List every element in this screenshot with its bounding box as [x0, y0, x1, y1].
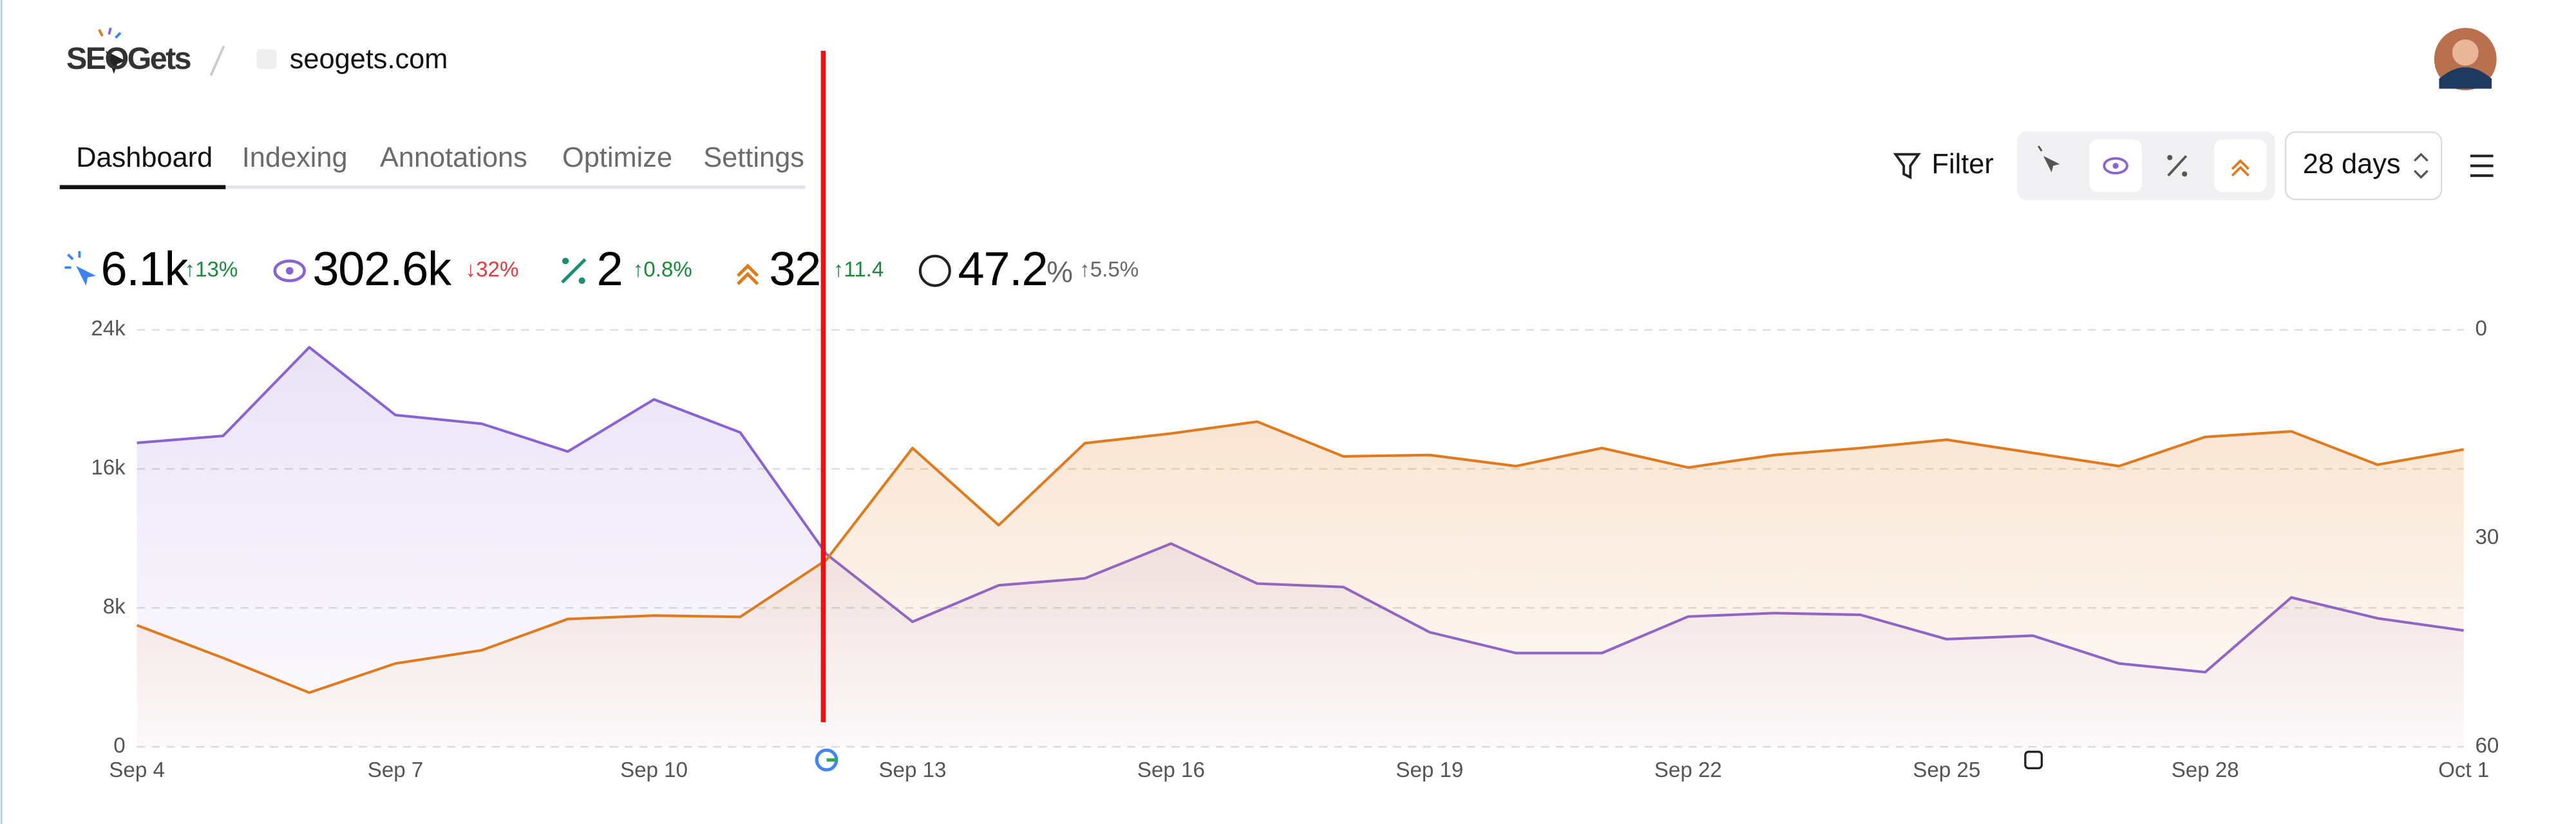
y2-tick-label: 30: [2476, 525, 2499, 549]
metric-ctr-change: ↑0.8%: [633, 258, 692, 281]
metric-clicks-icon: [64, 251, 96, 286]
y-tick-label: 24k: [91, 317, 126, 341]
range-select[interactable]: [2284, 131, 2443, 201]
metric-impressions: 302.6k: [312, 242, 452, 295]
menu-icon[interactable]: [2470, 154, 2494, 177]
metric-impressions-change: ↓32%: [466, 258, 519, 281]
tab[interactable]: Optimize: [562, 142, 672, 173]
metric-toggle-group: [2017, 131, 2275, 201]
filter-icon: [1893, 153, 1921, 180]
eye-pupil: [2112, 162, 2119, 169]
logo[interactable]: SEOGets: [66, 41, 192, 76]
metric-position: 32: [769, 242, 820, 295]
logo-mark: [98, 27, 126, 74]
toggle-clicks[interactable]: [2037, 145, 2060, 173]
metric-clicks: 6.1k: [100, 242, 189, 295]
y-tick-label: 8k: [103, 595, 126, 619]
metric-impressions-icon-pupil: [285, 267, 294, 275]
x-tick-label: Sep 7: [368, 758, 424, 782]
y-tick-label: 0: [113, 734, 125, 758]
tab[interactable]: Settings: [703, 142, 804, 173]
note-icon[interactable]: [2024, 751, 2043, 769]
chart: 0 8k 16k 24k 0 30 60 Sep 4 Sep 7 Sep 10 Sep 13 Sep …: [91, 317, 2499, 782]
x-tick-label: Sep 10: [620, 758, 688, 782]
area-fill: [137, 421, 2464, 747]
avatar-face: [2452, 39, 2479, 66]
google-update-icon[interactable]: [815, 748, 838, 772]
tabs: Dashboard Indexing Annotations Optimize Sett…: [76, 142, 804, 173]
site-name[interactable]: seogets.com: [290, 44, 448, 75]
y-tick-label: 16k: [91, 456, 126, 480]
position-icon: [2231, 159, 2249, 177]
divider: [209, 45, 225, 77]
select-chevrons: [2413, 153, 2429, 179]
x-tick-label: Sep 4: [109, 758, 165, 782]
filter-button[interactable]: Filter: [1932, 149, 1994, 180]
metric-brand: 47.2: [958, 242, 1047, 295]
x-tick-label: Sep 19: [1396, 758, 1463, 782]
x-tick-label: Sep 16: [1137, 758, 1205, 782]
metric-brand-icon: [918, 254, 951, 287]
tab[interactable]: Dashboard: [76, 142, 213, 173]
y2-tick-label: 0: [2476, 317, 2487, 341]
avatar-body: [2439, 67, 2492, 89]
x-tick-label: Sep 13: [878, 758, 946, 782]
site-icon: [256, 49, 277, 70]
metric-brand-unit: %: [1046, 255, 1073, 288]
metric-position-icon: [737, 263, 759, 285]
metric-ctr: 2: [597, 242, 623, 295]
tab[interactable]: Indexing: [242, 142, 348, 173]
x-tick-label: Sep 25: [1913, 758, 1980, 782]
metric-brand-change: ↑5.5%: [1079, 258, 1139, 281]
metric-ctr-icon: [561, 258, 587, 285]
series-line: [136, 420, 2465, 695]
tab[interactable]: Annotations: [380, 142, 527, 173]
x-tick-label: Oct 1: [2438, 758, 2489, 782]
x-tick-label: Sep 22: [1654, 758, 1722, 782]
x-tick-label: Sep 28: [2172, 758, 2239, 782]
metric-position-change: ↑11.4: [833, 258, 884, 281]
metric-clicks-change: ↑13%: [185, 258, 238, 281]
range-label: 28 days: [2303, 149, 2401, 180]
y2-tick-label: 60: [2476, 734, 2499, 758]
eye-icon: [2103, 157, 2128, 174]
toggle-ctr[interactable]: [2167, 154, 2188, 177]
metric-impressions-icon: [273, 259, 306, 283]
